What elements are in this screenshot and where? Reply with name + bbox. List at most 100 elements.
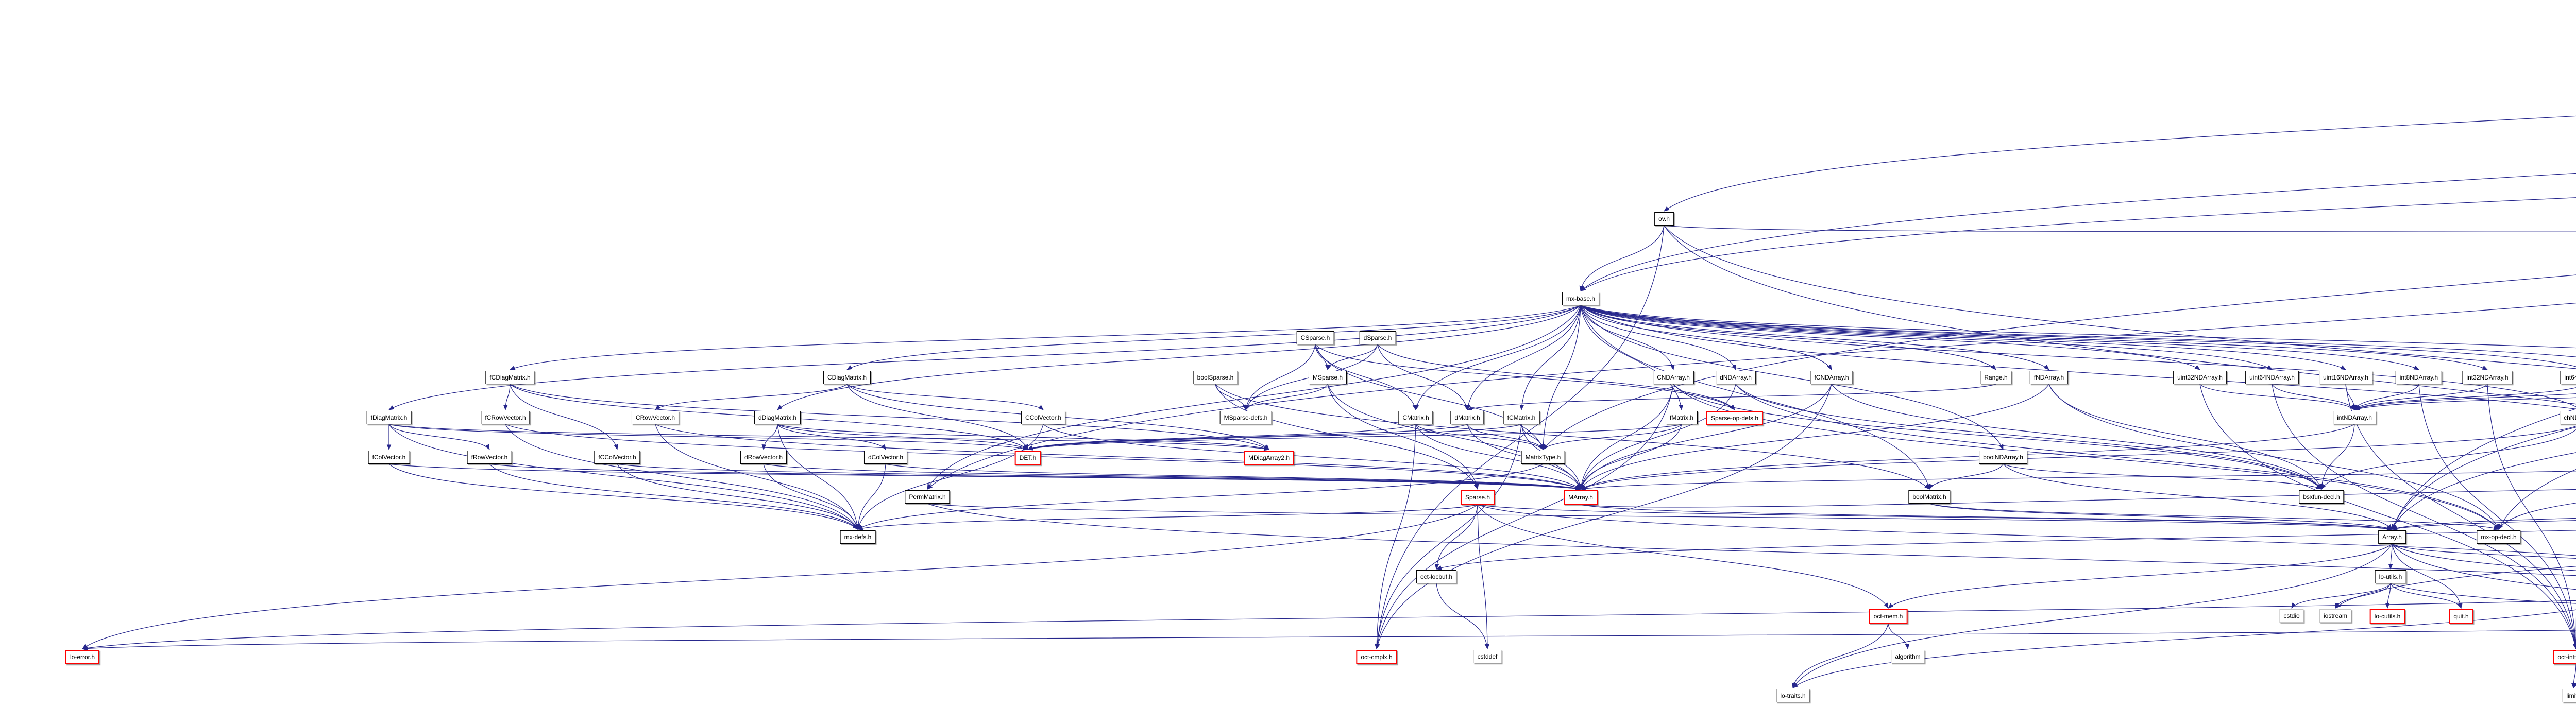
graph-node-CRowVector[interactable]: CRowVector.h [631, 411, 680, 424]
graph-node-bsxfun-decl[interactable]: bsxfun-decl.h [2299, 490, 2344, 504]
graph-node-CDiagMatrix[interactable]: CDiagMatrix.h [823, 371, 871, 384]
graph-node-int32NDArray[interactable]: int32NDArray.h [2462, 371, 2513, 384]
include-edge-PermMatrix-to-Array [927, 503, 2393, 531]
include-edge-lo-array-gripes-to-lo-error [81, 600, 2576, 650]
graph-node-fColVector[interactable]: fColVector.h [368, 451, 410, 464]
graph-node-uint32NDArray[interactable]: uint32NDArray.h [2173, 371, 2227, 384]
graph-node-oct-mem[interactable]: oct-mem.h [1869, 609, 1908, 624]
graph-node-dRowVector[interactable]: dRowVector.h [740, 451, 787, 464]
graph-node-PermMatrix[interactable]: PermMatrix.h [905, 490, 950, 504]
include-edge-dSparse-to-dMatrix [1377, 344, 1469, 411]
include-edge-CDiagMatrix-to-CRowVector [655, 384, 848, 410]
graph-node-Array[interactable]: Array.h [2378, 530, 2406, 544]
include-edge-Array-to-oct-mem [1888, 543, 2393, 609]
graph-node-fCColVector[interactable]: fCColVector.h [594, 451, 640, 464]
graph-node-dSparse[interactable]: dSparse.h [1359, 331, 1396, 344]
graph-node-mx-defs[interactable]: mx-defs.h [840, 530, 876, 544]
graph-node-DET[interactable]: DET.h [1014, 451, 1041, 465]
graph-node-oct-locbuf[interactable]: oct-locbuf.h [1416, 570, 1457, 583]
graph-node-lo-cutils[interactable]: lo-cutils.h [2369, 609, 2405, 624]
graph-node-fMatrix[interactable]: fMatrix.h [1665, 411, 1698, 424]
include-edge-boolNDArray-to-bsxfun-decl [2003, 463, 2322, 490]
graph-node-dNDArray[interactable]: dNDArray.h [1716, 371, 1756, 384]
graph-node-mx-base[interactable]: mx-base.h [1562, 292, 1600, 305]
graph-node-fCRowVector[interactable]: fCRowVector.h [481, 411, 530, 424]
include-edge-CSparse-to-MSparse-defs [1244, 344, 1316, 411]
include-edge-dColVector-to-MArray [885, 463, 1582, 490]
graph-node-MSparse[interactable]: MSparse.h [1308, 371, 1347, 384]
graph-node-boolNDArray[interactable]: boolNDArray.h [1979, 451, 2027, 464]
graph-node-intNDArray[interactable]: intNDArray.h [2333, 411, 2376, 424]
graph-node-CColVector[interactable]: CColVector.h [1021, 411, 1066, 424]
include-edge-intNDArray-to-MArray [1580, 424, 2355, 490]
graph-node-MatrixType[interactable]: MatrixType.h [1521, 451, 1565, 464]
include-edge-CRowVector-to-MArray [655, 424, 1581, 490]
graph-node-fRowVector[interactable]: fRowVector.h [467, 451, 512, 464]
graph-node-boolSparse[interactable]: boolSparse.h [1193, 371, 1238, 384]
graph-node-Range[interactable]: Range.h [1980, 371, 2012, 384]
include-edge-Array-to-quit [2392, 543, 2463, 609]
graph-node-CMatrix[interactable]: CMatrix.h [1398, 411, 1433, 424]
graph-node-dColVector[interactable]: dColVector.h [863, 451, 908, 464]
include-edge-dSparse-to-MSparse [1327, 344, 1378, 371]
graph-node-int64NDArray[interactable]: int64NDArray.h [2560, 371, 2576, 384]
graph-node-fDiagMatrix[interactable]: fDiagMatrix.h [366, 411, 412, 424]
graph-node-CNDArray[interactable]: CNDArray.h [1653, 371, 1694, 384]
include-edge-mx-base-to-boolMatrix [1580, 305, 1930, 490]
graph-node-fNDArray[interactable]: fNDArray.h [2029, 371, 2069, 384]
graph-node-oct-cmplx[interactable]: oct-cmplx.h [1356, 650, 1397, 664]
include-edge-Array-to-lo-traits [1792, 543, 2393, 688]
graph-node-fCNDArray[interactable]: fCNDArray.h [1810, 371, 1853, 384]
graph-node-chNDArray[interactable]: chNDArray.h [2560, 411, 2576, 424]
include-edge-int32NDArray-to-intNDArray [2354, 384, 2488, 410]
include-edge-Array-to-oct-refcount [2392, 543, 2576, 590]
graph-node-MDiagArray2[interactable]: MDiagArray2.h [1243, 451, 1295, 465]
include-edge-fDiagMatrix-to-mx-defs [388, 424, 858, 530]
include-edge-mx-base-to-fCNDArray [1580, 305, 1832, 370]
graph-node-oct-inttypes[interactable]: oct-inttypes.h [2553, 650, 2576, 664]
graph-node-ov[interactable]: ov.h [1654, 212, 1674, 226]
include-edge-fMatrix-to-DET [1027, 424, 1682, 451]
include-edge-fCDiagMatrix-to-fCRowVector [503, 384, 511, 411]
include-edge-oct-mem-to-lo-traits [1791, 623, 1889, 689]
graph-node-MSparse-defs[interactable]: MSparse-defs.h [1219, 411, 1272, 424]
graph-node-lo-error[interactable]: lo-error.h [65, 650, 100, 664]
include-edge-fColVector-to-mx-defs [388, 463, 858, 530]
graph-node-cstdio: cstdio [2279, 609, 2304, 623]
include-edge-fMatrix-to-MatrixType [1543, 424, 1682, 450]
include-edge-mx-base-to-fCDiagMatrix [510, 305, 1581, 370]
include-edge-uint16NDArray-to-oct-inttypes [2345, 384, 2576, 650]
include-edge-lo-utils-to-cstdio [2291, 583, 2391, 609]
graph-node-int8NDArray[interactable]: int8NDArray.h [2395, 371, 2443, 384]
graph-node-fCMatrix[interactable]: fCMatrix.h [1503, 411, 1540, 424]
graph-node-uint16NDArray[interactable]: uint16NDArray.h [2319, 371, 2372, 384]
include-edge-mx-base-to-int8NDArray [1580, 305, 2419, 370]
include-edge-Array-to-idx-vector [2392, 543, 2576, 559]
include-edge-fCNDArray-to-MArray [1580, 384, 1832, 490]
graph-node-lo-utils[interactable]: lo-utils.h [2375, 570, 2406, 583]
graph-node-quit[interactable]: quit.h [2449, 609, 2473, 624]
include-edge-MArray-to-Array-util [1580, 489, 2576, 508]
graph-node-MArray[interactable]: MArray.h [1564, 490, 1598, 505]
graph-node-mx-op-decl[interactable]: mx-op-decl.h [2477, 530, 2521, 544]
include-edge-CDiagMatrix-to-CColVector [846, 384, 1044, 410]
graph-node-dMatrix[interactable]: dMatrix.h [1450, 411, 1484, 424]
include-edge-mx-base-to-int32NDArray [1580, 305, 2488, 370]
include-edge-Array-to-dim-vector [2392, 543, 2576, 571]
graph-node-fCDiagMatrix[interactable]: fCDiagMatrix.h [485, 371, 535, 384]
include-edge-Sparse-to-lo-error [82, 504, 1478, 649]
include-edge-mx-base-to-CNDArray [1580, 305, 1675, 371]
include-edge-mx-base-to-uint64NDArray [1580, 305, 2273, 370]
include-edge-CMatrix-to-MArray [1415, 424, 1581, 490]
graph-node-boolMatrix[interactable]: boolMatrix.h [1908, 490, 1951, 504]
graph-node-lo-traits[interactable]: lo-traits.h [1776, 689, 1810, 702]
include-edge-MSparse-to-Sparse [1327, 384, 1479, 490]
graph-node-CSparse[interactable]: CSparse.h [1296, 331, 1334, 344]
include-edge-MSparse-to-MArray [1327, 384, 1581, 490]
graph-node-uint64NDArray[interactable]: uint64NDArray.h [2245, 371, 2299, 384]
graph-node-Sparse-op-defs[interactable]: Sparse-op-defs.h [1706, 411, 1764, 425]
graph-node-Sparse[interactable]: Sparse.h [1460, 490, 1495, 505]
graph-node-dDiagMatrix[interactable]: dDiagMatrix.h [754, 411, 801, 424]
include-edge-CRowVector-to-mx-defs [655, 424, 859, 530]
